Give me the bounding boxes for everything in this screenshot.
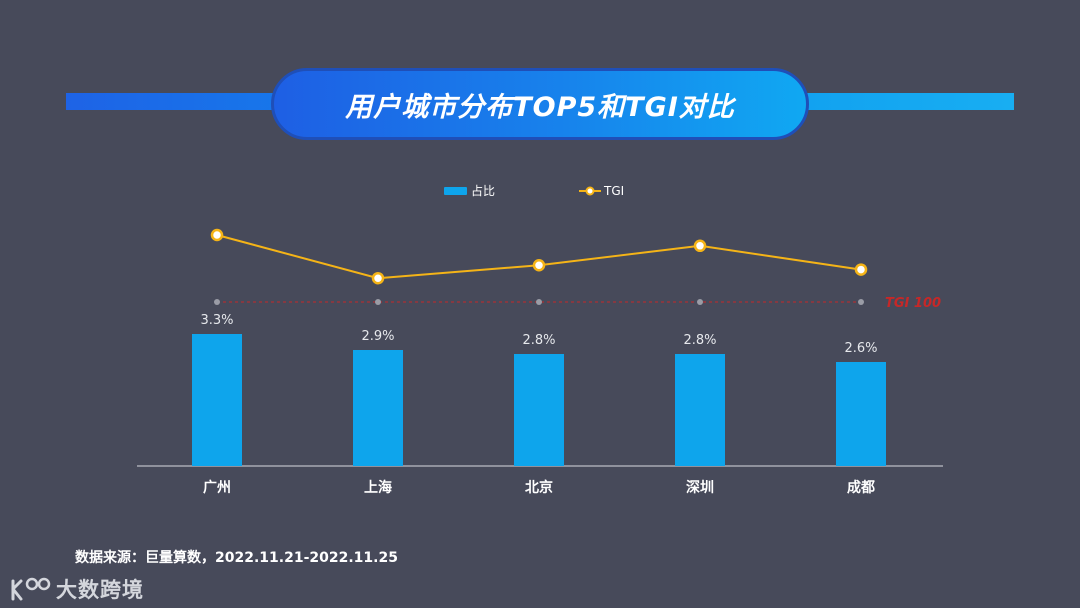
legend-bar-swatch	[444, 187, 467, 195]
legend: 占比 TGI	[444, 183, 624, 198]
x-tick-label-3: 深圳	[686, 479, 714, 496]
tgi-reference-point-3	[697, 299, 703, 305]
bar-value-label-4: 2.6%	[844, 341, 877, 356]
bars	[192, 334, 886, 466]
tgi-reference-point-2	[536, 299, 542, 305]
tgi-point-3	[693, 239, 707, 253]
title-pill: 用户城市分布TOP5和TGI对比	[271, 68, 809, 140]
brand-logo: 大数跨境	[10, 574, 144, 604]
bar-2	[514, 354, 564, 466]
title-bar-right	[806, 93, 1014, 110]
tgi-reference: TGI 100	[214, 296, 941, 311]
tgi-reference-label: TGI 100	[885, 296, 941, 311]
tgi-reference-point-1	[375, 299, 381, 305]
bar-value-label-0: 3.3%	[200, 313, 233, 328]
x-tick-label-1: 上海	[364, 479, 392, 496]
tgi-reference-point-0	[214, 299, 220, 305]
x-tick-label-2: 北京	[525, 479, 553, 496]
tgi-point-1	[371, 271, 385, 285]
logo-mark-icon	[11, 577, 51, 601]
x-tick-label-4: 成都	[847, 479, 875, 496]
bar-value-label-1: 2.9%	[361, 329, 394, 344]
tgi-point-0	[210, 228, 224, 242]
tgi-line	[216, 234, 862, 280]
tgi-reference-point-4	[858, 299, 864, 305]
page-title: 用户城市分布TOP5和TGI对比	[345, 91, 735, 123]
bar-labels: 3.3% 2.9% 2.8% 2.8% 2.6%	[200, 313, 877, 356]
bar-value-label-3: 2.8%	[683, 333, 716, 348]
legend-bar-label: 占比	[471, 183, 495, 198]
bar-1	[353, 350, 403, 466]
x-tick-label-0: 广州	[203, 479, 231, 496]
bar-4	[836, 362, 886, 466]
legend-line-label: TGI	[603, 184, 624, 198]
tgi-point-4	[854, 263, 868, 276]
logo-text: 大数跨境	[56, 578, 144, 602]
bar-value-label-2: 2.8%	[522, 333, 555, 348]
legend-line-marker	[585, 186, 595, 196]
bar-3	[675, 354, 725, 466]
tgi-series	[210, 228, 868, 285]
data-source: 数据来源：巨量算数，2022.11.21-2022.11.25	[75, 550, 398, 566]
tgi-point-2	[532, 259, 546, 272]
bar-0	[192, 334, 242, 466]
x-tick-labels: 广州 上海 北京 深圳 成都	[203, 479, 875, 496]
title-bar-left	[66, 93, 276, 110]
